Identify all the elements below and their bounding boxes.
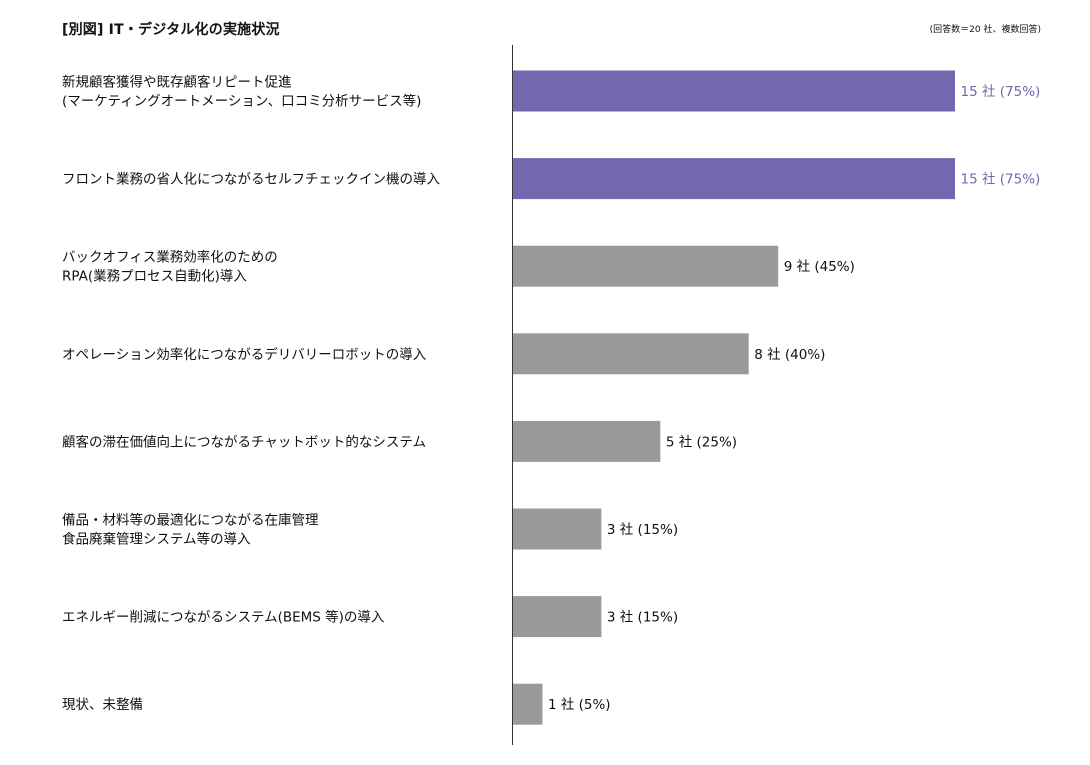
category-label-7: エネルギー削減につながるシステム(BEMS 等)の導入 <box>62 609 385 626</box>
labels-layer: 15 社 (75%) 新規顧客獲得や既存顧客リピート促進 (マーケティングオートメー… <box>62 74 1040 714</box>
bars-layer <box>513 70 955 725</box>
bar-1 <box>513 70 955 112</box>
category-label-4: オペレーション効率化につながるデリバリーロボットの導入 <box>62 346 427 363</box>
value-label-5: 5 社 (25%) <box>666 434 737 450</box>
chart-note: (回答数＝20 社、複数回答) <box>929 25 1041 35</box>
category-label-8: 現状、未整備 <box>62 697 143 713</box>
value-label-4: 8 社 (40%) <box>754 347 825 363</box>
category-label-2: フロント業務の省人化につながるセルフチェックイン機の導入 <box>62 172 440 188</box>
bar-6 <box>513 508 602 550</box>
category-label-1-line-1: 新規顧客獲得や既存顧客リピート促進 <box>62 74 292 91</box>
value-label-6: 3 社 (15%) <box>607 522 678 538</box>
category-label-3-line-1: バックオフィス業務効率化のための <box>62 249 278 266</box>
category-label-6-line-2: 食品廃棄管理システム等の導入 <box>62 531 251 548</box>
category-label-3-line-2: RPA(業務プロセス自動化)導入 <box>62 269 247 285</box>
value-label-7: 3 社 (15%) <box>607 610 678 626</box>
bar-7 <box>513 596 602 638</box>
bar-3 <box>513 245 779 287</box>
bar-4 <box>513 333 749 375</box>
value-label-3: 9 社 (45%) <box>784 259 855 275</box>
bar-8 <box>513 683 543 725</box>
category-label-5: 顧客の滞在価値向上につながるチャットボット的なシステム <box>62 433 426 450</box>
category-label-1-line-2: (マーケティングオートメーション、口コミ分析サービス等) <box>62 93 421 110</box>
bar-2 <box>513 158 955 200</box>
value-label-1: 15 社 (75%) <box>961 84 1041 100</box>
bar-5 <box>513 420 661 462</box>
chart-title: [別図] IT・デジタル化の実施状況 <box>62 22 280 38</box>
category-label-6-line-1: 備品・材料等の最適化につながる在庫管理 <box>62 512 319 529</box>
value-label-8: 1 社 (5%) <box>548 697 611 713</box>
value-label-2: 15 社 (75%) <box>961 172 1041 188</box>
